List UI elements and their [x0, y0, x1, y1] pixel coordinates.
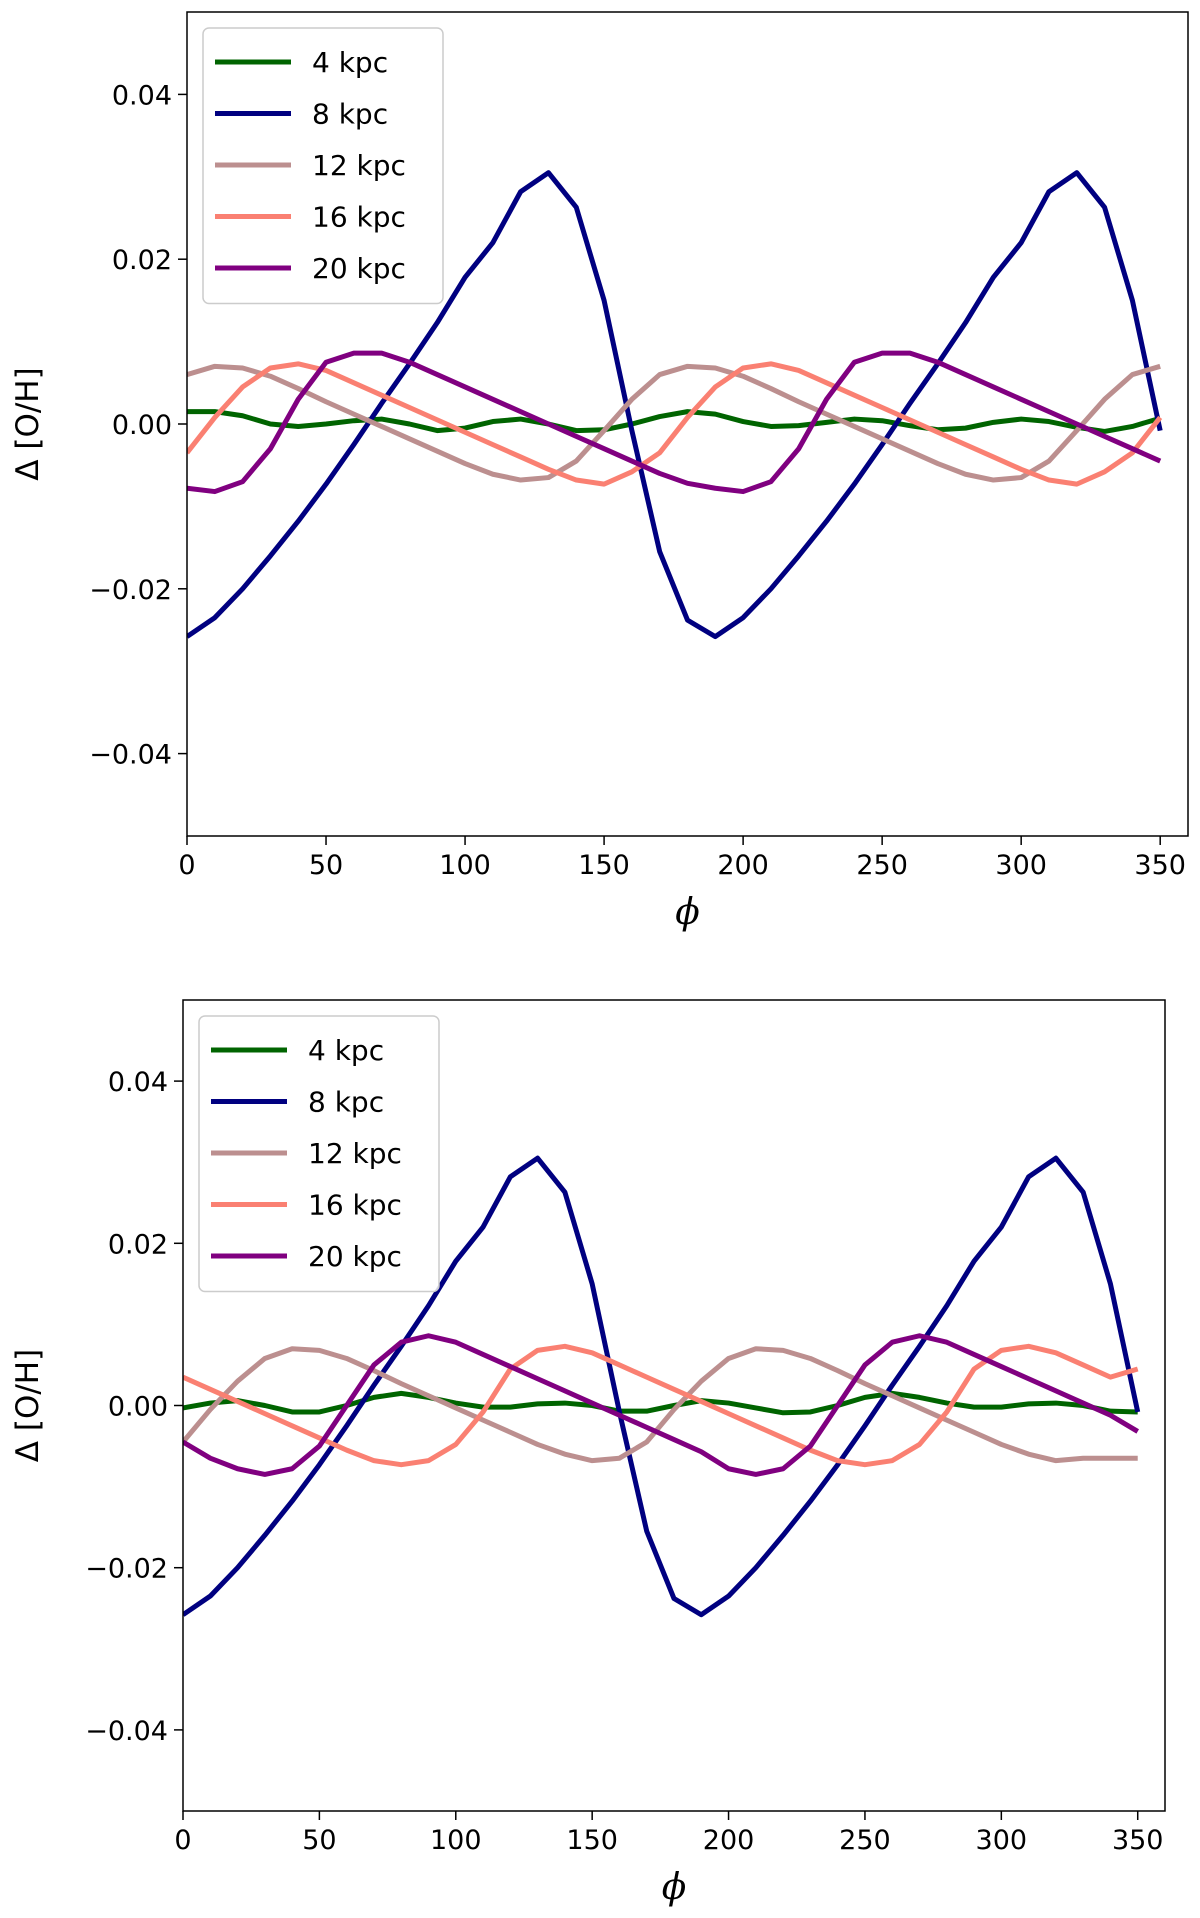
- y-tick-label: 0.02: [112, 245, 172, 276]
- x-tick-label: 100: [430, 1825, 482, 1856]
- series-line-20-kpc: [187, 350, 1162, 495]
- y-axis-label: Δ [O/H]: [10, 1349, 46, 1462]
- x-tick-label: 150: [566, 1825, 618, 1856]
- chart-panel-2: 0 50 100 150 200 250 300 350 −0.04 −0.02 0.00 0.02 0…: [10, 999, 1166, 1908]
- series-line-16-kpc: [183, 1343, 1139, 1468]
- series-group: [183, 1155, 1141, 1618]
- x-axis-label: ϕ: [675, 892, 700, 933]
- series-line-16-kpc: [187, 361, 1163, 487]
- series-group: [187, 170, 1163, 640]
- legend-box: [198, 1015, 440, 1293]
- chart-panel-1: 0 50 100 150 200 250 300 350 −0.04 −0.02 0.00 0.02 0…: [10, 11, 1189, 933]
- x-tick-label: 50: [302, 1825, 336, 1856]
- legend-label: 8 kpc: [312, 98, 388, 131]
- x-axis-label: ϕ: [662, 1867, 687, 1908]
- legend-label: 16 kpc: [308, 1189, 402, 1222]
- legend-label: 20 kpc: [312, 252, 406, 285]
- x-tick-label: 200: [703, 1825, 755, 1856]
- x-tick-label: 50: [309, 850, 343, 881]
- x-tick-label: 100: [439, 850, 491, 881]
- y-tick-label: −0.04: [89, 740, 172, 771]
- y-tick-label: 0.04: [108, 1067, 168, 1098]
- x-tick-label: 250: [856, 850, 908, 881]
- legend-box: [202, 27, 444, 305]
- series-line-20-kpc: [183, 1333, 1139, 1477]
- legend-label: 4 kpc: [308, 1034, 384, 1067]
- x-tick-label: 350: [1134, 850, 1186, 881]
- y-tick-label: 0.00: [112, 410, 172, 441]
- x-tick-label: 200: [717, 850, 769, 881]
- legend-label: 20 kpc: [308, 1240, 402, 1273]
- y-tick-label: −0.02: [85, 1554, 168, 1585]
- legend: 4 kpc 8 kpc 12 kpc 16 kpc 20 kpc: [202, 27, 444, 305]
- y-axis-label: Δ [O/H]: [10, 367, 46, 480]
- y-tick-label: 0.02: [108, 1229, 168, 1260]
- x-tick-label: 350: [1112, 1825, 1164, 1856]
- x-tick-label: 0: [174, 1825, 191, 1856]
- y-tick-label: 0.00: [108, 1392, 168, 1423]
- x-tick-label: 0: [178, 850, 195, 881]
- series-line-12-kpc: [183, 1346, 1138, 1464]
- legend: 4 kpc 8 kpc 12 kpc 16 kpc 20 kpc: [198, 1015, 440, 1293]
- y-tick-label: −0.02: [89, 575, 172, 606]
- series-line-12-kpc: [187, 363, 1161, 483]
- series-line-8-kpc: [183, 1155, 1141, 1618]
- legend-label: 16 kpc: [312, 201, 406, 234]
- series-line-4-kpc: [187, 409, 1161, 434]
- x-tick-label: 300: [995, 850, 1047, 881]
- legend-label: 8 kpc: [308, 1086, 384, 1119]
- series-line-4-kpc: [183, 1390, 1138, 1416]
- legend-label: 12 kpc: [312, 149, 406, 182]
- legend-label: 12 kpc: [308, 1137, 402, 1170]
- y-tick-label: 0.04: [112, 80, 172, 111]
- series-line-8-kpc: [187, 170, 1163, 640]
- x-tick-label: 250: [839, 1825, 891, 1856]
- x-tick-label: 300: [976, 1825, 1028, 1856]
- x-tick-label: 150: [578, 850, 630, 881]
- legend-label: 4 kpc: [312, 46, 388, 79]
- y-tick-label: −0.04: [85, 1716, 168, 1747]
